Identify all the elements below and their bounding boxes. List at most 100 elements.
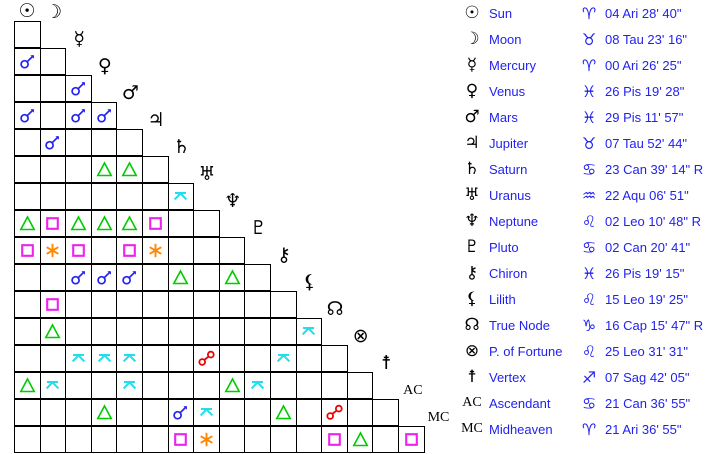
aspect-cell-empty[interactable]: [269, 318, 297, 345]
aspect-cell-empty[interactable]: [39, 426, 67, 453]
aspect-cell-empty[interactable]: [141, 156, 169, 183]
aspect-cell-empty[interactable]: [269, 372, 297, 399]
aspect-cell-empty[interactable]: [39, 156, 67, 183]
aspect-cell-empty[interactable]: [218, 345, 246, 372]
aspect-cell-empty[interactable]: [116, 318, 143, 345]
aspect-cell-empty[interactable]: [14, 156, 41, 183]
aspect-cell-empty[interactable]: [14, 75, 41, 102]
aspect-cell-empty[interactable]: [167, 318, 195, 345]
aspect-cell-empty[interactable]: [116, 129, 143, 156]
aspect-cell-empty[interactable]: [39, 399, 67, 426]
aspect-cell-square[interactable]: [321, 426, 348, 453]
aspect-cell-quincunx[interactable]: [116, 372, 143, 399]
aspect-cell-empty[interactable]: [244, 318, 271, 345]
aspect-cell-empty[interactable]: [141, 264, 169, 291]
aspect-cell-empty[interactable]: [90, 183, 118, 210]
aspect-cell-trine[interactable]: [14, 210, 41, 237]
aspect-cell-empty[interactable]: [244, 291, 271, 318]
aspect-cell-empty[interactable]: [218, 291, 246, 318]
aspect-cell-empty[interactable]: [167, 291, 195, 318]
aspect-cell-quincunx[interactable]: [39, 372, 67, 399]
aspect-cell-trine[interactable]: [39, 318, 67, 345]
aspect-cell-square[interactable]: [397, 426, 425, 453]
aspect-cell-conjunction[interactable]: [65, 102, 92, 129]
aspect-cell-empty[interactable]: [372, 426, 399, 453]
aspect-cell-empty[interactable]: [14, 264, 41, 291]
aspect-cell-conjunction[interactable]: [90, 264, 118, 291]
aspect-cell-empty[interactable]: [167, 210, 195, 237]
aspect-cell-empty[interactable]: [193, 210, 220, 237]
aspect-cell-conjunction[interactable]: [39, 129, 67, 156]
aspect-cell-trine[interactable]: [90, 399, 118, 426]
aspect-cell-empty[interactable]: [116, 291, 143, 318]
aspect-cell-empty[interactable]: [90, 426, 118, 453]
aspect-cell-empty[interactable]: [321, 372, 348, 399]
aspect-cell-empty[interactable]: [295, 426, 323, 453]
aspect-cell-empty[interactable]: [39, 345, 67, 372]
aspect-cell-conjunction[interactable]: [65, 264, 92, 291]
aspect-cell-square[interactable]: [39, 291, 67, 318]
aspect-cell-empty[interactable]: [39, 183, 67, 210]
aspect-cell-empty[interactable]: [141, 291, 169, 318]
aspect-cell-empty[interactable]: [14, 345, 41, 372]
aspect-cell-quincunx[interactable]: [116, 345, 143, 372]
aspect-cell-empty[interactable]: [141, 372, 169, 399]
aspect-cell-empty[interactable]: [193, 264, 220, 291]
aspect-cell-empty[interactable]: [269, 426, 297, 453]
aspect-cell-empty[interactable]: [90, 129, 118, 156]
aspect-cell-trine[interactable]: [269, 399, 297, 426]
aspect-cell-quincunx[interactable]: [65, 345, 92, 372]
aspect-cell-conjunction[interactable]: [167, 399, 195, 426]
aspect-cell-empty[interactable]: [39, 264, 67, 291]
aspect-cell-empty[interactable]: [244, 426, 271, 453]
aspect-cell-trine[interactable]: [218, 372, 246, 399]
aspect-cell-empty[interactable]: [269, 291, 297, 318]
aspect-cell-empty[interactable]: [39, 75, 67, 102]
aspect-cell-empty[interactable]: [167, 237, 195, 264]
aspect-cell-empty[interactable]: [295, 345, 323, 372]
aspect-cell-empty[interactable]: [90, 291, 118, 318]
aspect-cell-empty[interactable]: [193, 237, 220, 264]
aspect-cell-empty[interactable]: [65, 129, 92, 156]
aspect-cell-square[interactable]: [167, 426, 195, 453]
aspect-cell-empty[interactable]: [346, 399, 374, 426]
aspect-cell-empty[interactable]: [116, 426, 143, 453]
aspect-cell-empty[interactable]: [90, 318, 118, 345]
aspect-cell-square[interactable]: [14, 237, 41, 264]
aspect-cell-trine[interactable]: [90, 156, 118, 183]
aspect-cell-empty[interactable]: [39, 102, 67, 129]
aspect-cell-empty[interactable]: [90, 372, 118, 399]
aspect-cell-empty[interactable]: [65, 399, 92, 426]
aspect-cell-empty[interactable]: [141, 426, 169, 453]
aspect-cell-quincunx[interactable]: [193, 399, 220, 426]
aspect-cell-empty[interactable]: [244, 399, 271, 426]
aspect-cell-empty[interactable]: [167, 372, 195, 399]
aspect-cell-empty[interactable]: [14, 399, 41, 426]
aspect-cell-empty[interactable]: [193, 291, 220, 318]
aspect-cell-empty[interactable]: [244, 264, 271, 291]
aspect-cell-trine[interactable]: [116, 156, 143, 183]
aspect-cell-opposition[interactable]: [193, 345, 220, 372]
aspect-cell-sextile[interactable]: [141, 237, 169, 264]
aspect-cell-trine[interactable]: [167, 264, 195, 291]
aspect-cell-opposition[interactable]: [321, 399, 348, 426]
aspect-cell-empty[interactable]: [321, 345, 348, 372]
aspect-cell-conjunction[interactable]: [14, 48, 41, 75]
aspect-cell-empty[interactable]: [65, 318, 92, 345]
aspect-cell-empty[interactable]: [14, 183, 41, 210]
aspect-cell-empty[interactable]: [65, 183, 92, 210]
aspect-cell-quincunx[interactable]: [167, 183, 195, 210]
aspect-cell-conjunction[interactable]: [116, 264, 143, 291]
aspect-cell-square[interactable]: [141, 210, 169, 237]
aspect-cell-sextile[interactable]: [193, 426, 220, 453]
aspect-cell-quincunx[interactable]: [90, 345, 118, 372]
aspect-cell-empty[interactable]: [39, 48, 67, 75]
aspect-cell-empty[interactable]: [14, 291, 41, 318]
aspect-cell-empty[interactable]: [193, 318, 220, 345]
aspect-cell-empty[interactable]: [167, 345, 195, 372]
aspect-cell-empty[interactable]: [218, 399, 246, 426]
aspect-cell-square[interactable]: [39, 210, 67, 237]
aspect-cell-square[interactable]: [65, 237, 92, 264]
aspect-cell-empty[interactable]: [218, 318, 246, 345]
aspect-cell-trine[interactable]: [90, 210, 118, 237]
